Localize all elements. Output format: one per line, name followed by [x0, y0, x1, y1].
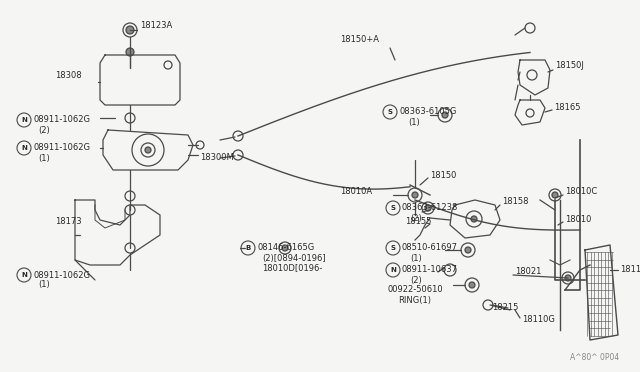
Text: S: S	[387, 109, 392, 115]
Circle shape	[17, 113, 31, 127]
Text: 18158: 18158	[502, 198, 529, 206]
Text: 18110G: 18110G	[522, 315, 555, 324]
Text: 18300M: 18300M	[200, 153, 234, 161]
Circle shape	[126, 26, 134, 34]
Text: 08911-1062G: 08911-1062G	[33, 144, 90, 153]
Circle shape	[17, 141, 31, 155]
Text: 18215: 18215	[492, 304, 518, 312]
Text: 18021: 18021	[515, 267, 541, 276]
Text: RING(1): RING(1)	[398, 295, 431, 305]
Circle shape	[145, 147, 151, 153]
Text: (2)[0894-0196]: (2)[0894-0196]	[262, 253, 326, 263]
Text: (1): (1)	[38, 280, 50, 289]
Circle shape	[241, 241, 255, 255]
Text: 08911-10637: 08911-10637	[402, 266, 458, 275]
Text: A^80^ 0P04: A^80^ 0P04	[570, 353, 620, 362]
Text: 00922-50610: 00922-50610	[388, 285, 444, 295]
Circle shape	[469, 282, 475, 288]
Text: N: N	[390, 267, 396, 273]
Text: (2): (2)	[410, 276, 422, 285]
Text: 18150J: 18150J	[555, 61, 584, 70]
Circle shape	[383, 105, 397, 119]
Text: (1): (1)	[410, 253, 422, 263]
Text: 08911-1062G: 08911-1062G	[33, 270, 90, 279]
Circle shape	[386, 241, 400, 255]
Text: (1): (1)	[408, 118, 420, 126]
Text: S: S	[390, 205, 396, 211]
Text: 18110F: 18110F	[620, 266, 640, 275]
Circle shape	[425, 205, 431, 211]
Circle shape	[471, 216, 477, 222]
Text: N: N	[21, 145, 27, 151]
Text: 18173: 18173	[55, 218, 82, 227]
Text: 18010A: 18010A	[340, 187, 372, 196]
Text: 18155: 18155	[405, 218, 431, 227]
Circle shape	[17, 268, 31, 282]
Text: 08911-1062G: 08911-1062G	[33, 115, 90, 125]
Text: N: N	[21, 272, 27, 278]
Circle shape	[565, 275, 571, 281]
Circle shape	[465, 247, 471, 253]
Text: 18010C: 18010C	[565, 187, 597, 196]
Text: 08146-6165G: 08146-6165G	[257, 244, 314, 253]
Text: (2): (2)	[38, 125, 50, 135]
Text: 18010: 18010	[565, 215, 591, 224]
Circle shape	[412, 192, 418, 198]
Text: 18150: 18150	[430, 170, 456, 180]
Text: 08510-61697: 08510-61697	[402, 244, 458, 253]
Text: 18150+A: 18150+A	[340, 35, 379, 45]
Text: N: N	[21, 117, 27, 123]
Circle shape	[282, 245, 288, 251]
Text: 18308: 18308	[55, 71, 82, 80]
Circle shape	[552, 192, 558, 198]
Text: 08363-61238: 08363-61238	[402, 203, 458, 212]
Circle shape	[126, 48, 134, 56]
Text: (2): (2)	[410, 214, 422, 222]
Circle shape	[386, 263, 400, 277]
Text: 18010D[0196-: 18010D[0196-	[262, 263, 323, 273]
Circle shape	[442, 112, 448, 118]
Circle shape	[386, 201, 400, 215]
Text: 18123A: 18123A	[140, 20, 172, 29]
Text: (1): (1)	[38, 154, 50, 163]
Text: S: S	[390, 245, 396, 251]
Text: 18165: 18165	[554, 103, 580, 112]
Text: B: B	[245, 245, 251, 251]
Text: 08363-6105G: 08363-6105G	[400, 108, 458, 116]
